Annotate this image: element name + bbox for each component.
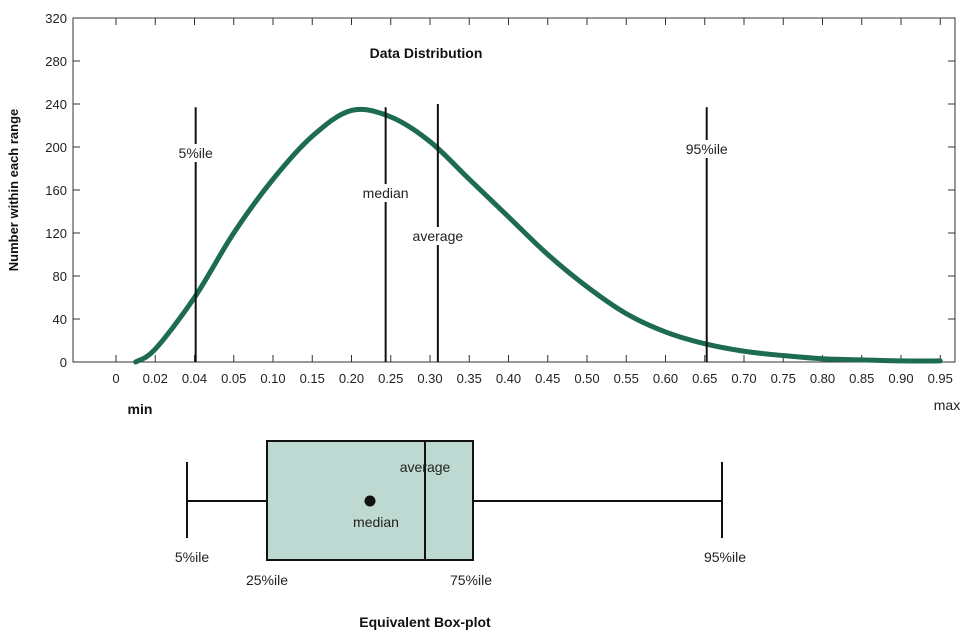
x-axis: 0 0.02 0.04 0.05 0.10 0.15 0.20 0.25 0.30 0.35 0.4…	[112, 18, 953, 386]
y-tick-label: 40	[53, 312, 67, 327]
box-plot-title: Equivalent Box-plot	[359, 614, 491, 630]
plot-frame	[72, 17, 956, 363]
x-tick-label: 0.15	[300, 371, 325, 386]
marker-label: median	[363, 185, 409, 201]
box-p75-label: 75%ile	[450, 572, 492, 588]
marker-label-bg	[407, 227, 468, 245]
y-tick-label: 200	[45, 140, 67, 155]
x-tick-label: 0.20	[339, 371, 364, 386]
y-axis: 0 40 80 120 160 200 240 280 320	[45, 11, 955, 370]
box-p5-label: 5%ile	[175, 549, 209, 565]
x-tick-label: 0.04	[182, 371, 207, 386]
box-median-label: median	[353, 514, 399, 530]
y-tick-label: 320	[45, 11, 67, 26]
y-tick-label: 120	[45, 226, 67, 241]
x-tick-label: 0.05	[221, 371, 246, 386]
max-label: max	[934, 397, 960, 413]
y-tick-label: 0	[60, 355, 67, 370]
marker-label: 5%ile	[179, 145, 213, 161]
chart-title: Data Distribution	[370, 45, 483, 61]
x-tick-label: 0.10	[260, 371, 285, 386]
x-tick-label: 0.40	[496, 371, 521, 386]
x-tick-label: 0.55	[614, 371, 639, 386]
box-plot: average median 5%ile 95%ile 25%ile 75%il…	[175, 440, 746, 630]
x-tick-label: 0.80	[810, 371, 835, 386]
x-tick-label: 0.35	[457, 371, 482, 386]
marker-label: average	[413, 228, 464, 244]
x-tick-label: 0.85	[849, 371, 874, 386]
x-tick-label: 0.75	[771, 371, 796, 386]
y-tick-label: 80	[53, 269, 67, 284]
marker-label-bg	[680, 140, 733, 158]
box-average-label: average	[400, 459, 451, 475]
min-label: min	[128, 401, 153, 417]
x-tick-label: 0.50	[574, 371, 599, 386]
marker-label-bg	[173, 144, 218, 162]
x-tick-label: 0.25	[378, 371, 403, 386]
marker-label: 95%ile	[686, 141, 728, 157]
distribution-curve	[133, 106, 943, 365]
x-tick-label: 0.60	[653, 371, 678, 386]
marker-label-bg	[359, 184, 412, 202]
x-tick-label: 0.30	[417, 371, 442, 386]
y-tick-label: 160	[45, 183, 67, 198]
x-tick-label: 0.95	[928, 371, 953, 386]
x-tick-label: 0.65	[692, 371, 717, 386]
y-axis-label: Number within each range	[6, 109, 21, 272]
median-dot	[364, 495, 376, 507]
x-tick-label: 0.90	[888, 371, 913, 386]
x-tick-label: 0	[112, 371, 119, 386]
x-tick-label: 0.45	[535, 371, 560, 386]
x-tick-label: 0.02	[143, 371, 168, 386]
x-tick-label: 0.70	[731, 371, 756, 386]
box-p25-label: 25%ile	[246, 572, 288, 588]
box-p95-label: 95%ile	[704, 549, 746, 565]
y-tick-label: 240	[45, 97, 67, 112]
percentile-markers: 5%ile median average 95%ile	[173, 104, 733, 362]
y-tick-label: 280	[45, 54, 67, 69]
